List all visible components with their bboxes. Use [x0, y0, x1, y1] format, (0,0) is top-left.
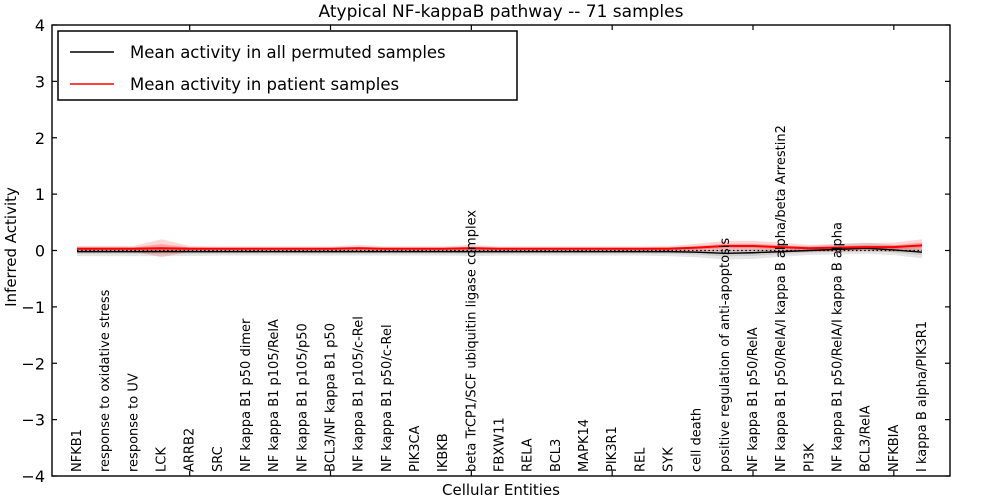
y-tick-label: −4 [21, 467, 45, 486]
x-category-label: NF kappa B1 p50/c-Rel [380, 324, 395, 472]
x-category-label: PI3K [802, 443, 817, 472]
y-tick-label: 2 [35, 129, 45, 148]
legend-label-patient: Mean activity in patient samples [130, 75, 399, 94]
x-category-label: beta TrCP1/SCF ubiquitin ligase complex [464, 210, 479, 472]
y-tick-label: 3 [35, 72, 45, 91]
y-axis-label: Inferred Activity [2, 187, 20, 307]
y-tick-label: −1 [21, 298, 45, 317]
x-category-label: PIK3CA [408, 425, 423, 472]
x-category-label: MAPK14 [577, 419, 592, 472]
plot-area: 4 3 2 1 0 −1 −2 −3 −4 NFKB1 response to oxidative … [21, 16, 951, 486]
x-category-label: response to UV [126, 373, 141, 472]
y-tick-label: 4 [35, 16, 45, 35]
x-category-label: positive regulation of anti-apoptosis [718, 238, 733, 472]
x-category-label: NF kappa B1 p50/RelA/I kappa B alpha [831, 222, 846, 472]
x-category-label: NF kappa B1 p105/c-Rel [352, 316, 367, 472]
band-patient-inner [77, 242, 922, 253]
x-category-label: REL [633, 447, 648, 472]
x-category-label: NFKBIA [887, 425, 902, 472]
y-tick-label: −2 [21, 354, 45, 373]
legend-label-permuted: Mean activity in all permuted samples [130, 43, 446, 62]
x-category-label: NF kappa B1 p105/RelA [267, 319, 282, 472]
x-category-label: NF kappa B1 p50/RelA/I kappa B alpha/bet… [774, 125, 789, 472]
x-category-label: NFKB1 [70, 429, 85, 472]
x-category-label: response to oxidative stress [98, 289, 113, 472]
x-category-label: NF kappa B1 p50 dimer [239, 318, 254, 472]
y-tick-label: 0 [35, 242, 45, 261]
x-axis-label: Cellular Entities [442, 481, 560, 499]
x-category-label: LCK [155, 447, 170, 472]
plot-frame [51, 24, 951, 477]
legend: Mean activity in all permuted samples Me… [57, 30, 518, 101]
x-category-label: BCL3 [549, 439, 564, 472]
y-tick-label: 1 [35, 185, 45, 204]
legend-box [57, 30, 518, 101]
x-category-label: cell death [690, 408, 705, 472]
x-category-label: BCL3/RelA [859, 405, 874, 472]
x-category-label: BCL3/NF kappa B1 p50 [324, 323, 339, 472]
x-category-label: ARRB2 [183, 428, 198, 472]
y-tick-label: −3 [21, 411, 45, 430]
x-category-label: FBXW11 [493, 417, 508, 472]
x-category-label: SRC [211, 446, 226, 472]
x-category-label: I kappa B alpha/PIK3R1 [915, 321, 930, 472]
x-category-label: NF kappa B1 p105/p50 [295, 323, 310, 472]
x-category-label: PIK3R1 [605, 426, 620, 472]
chart-title: Atypical NF-kappaB pathway -- 71 samples [319, 2, 684, 22]
x-category-label: IKBKB [436, 433, 451, 472]
x-category-label: RELA [521, 438, 536, 472]
line-permuted-mean [77, 247, 923, 255]
x-category-label: SYK [662, 447, 677, 472]
x-category-label: NF kappa B1 p50/RelA [746, 327, 761, 472]
line-patient-mean [77, 244, 923, 250]
